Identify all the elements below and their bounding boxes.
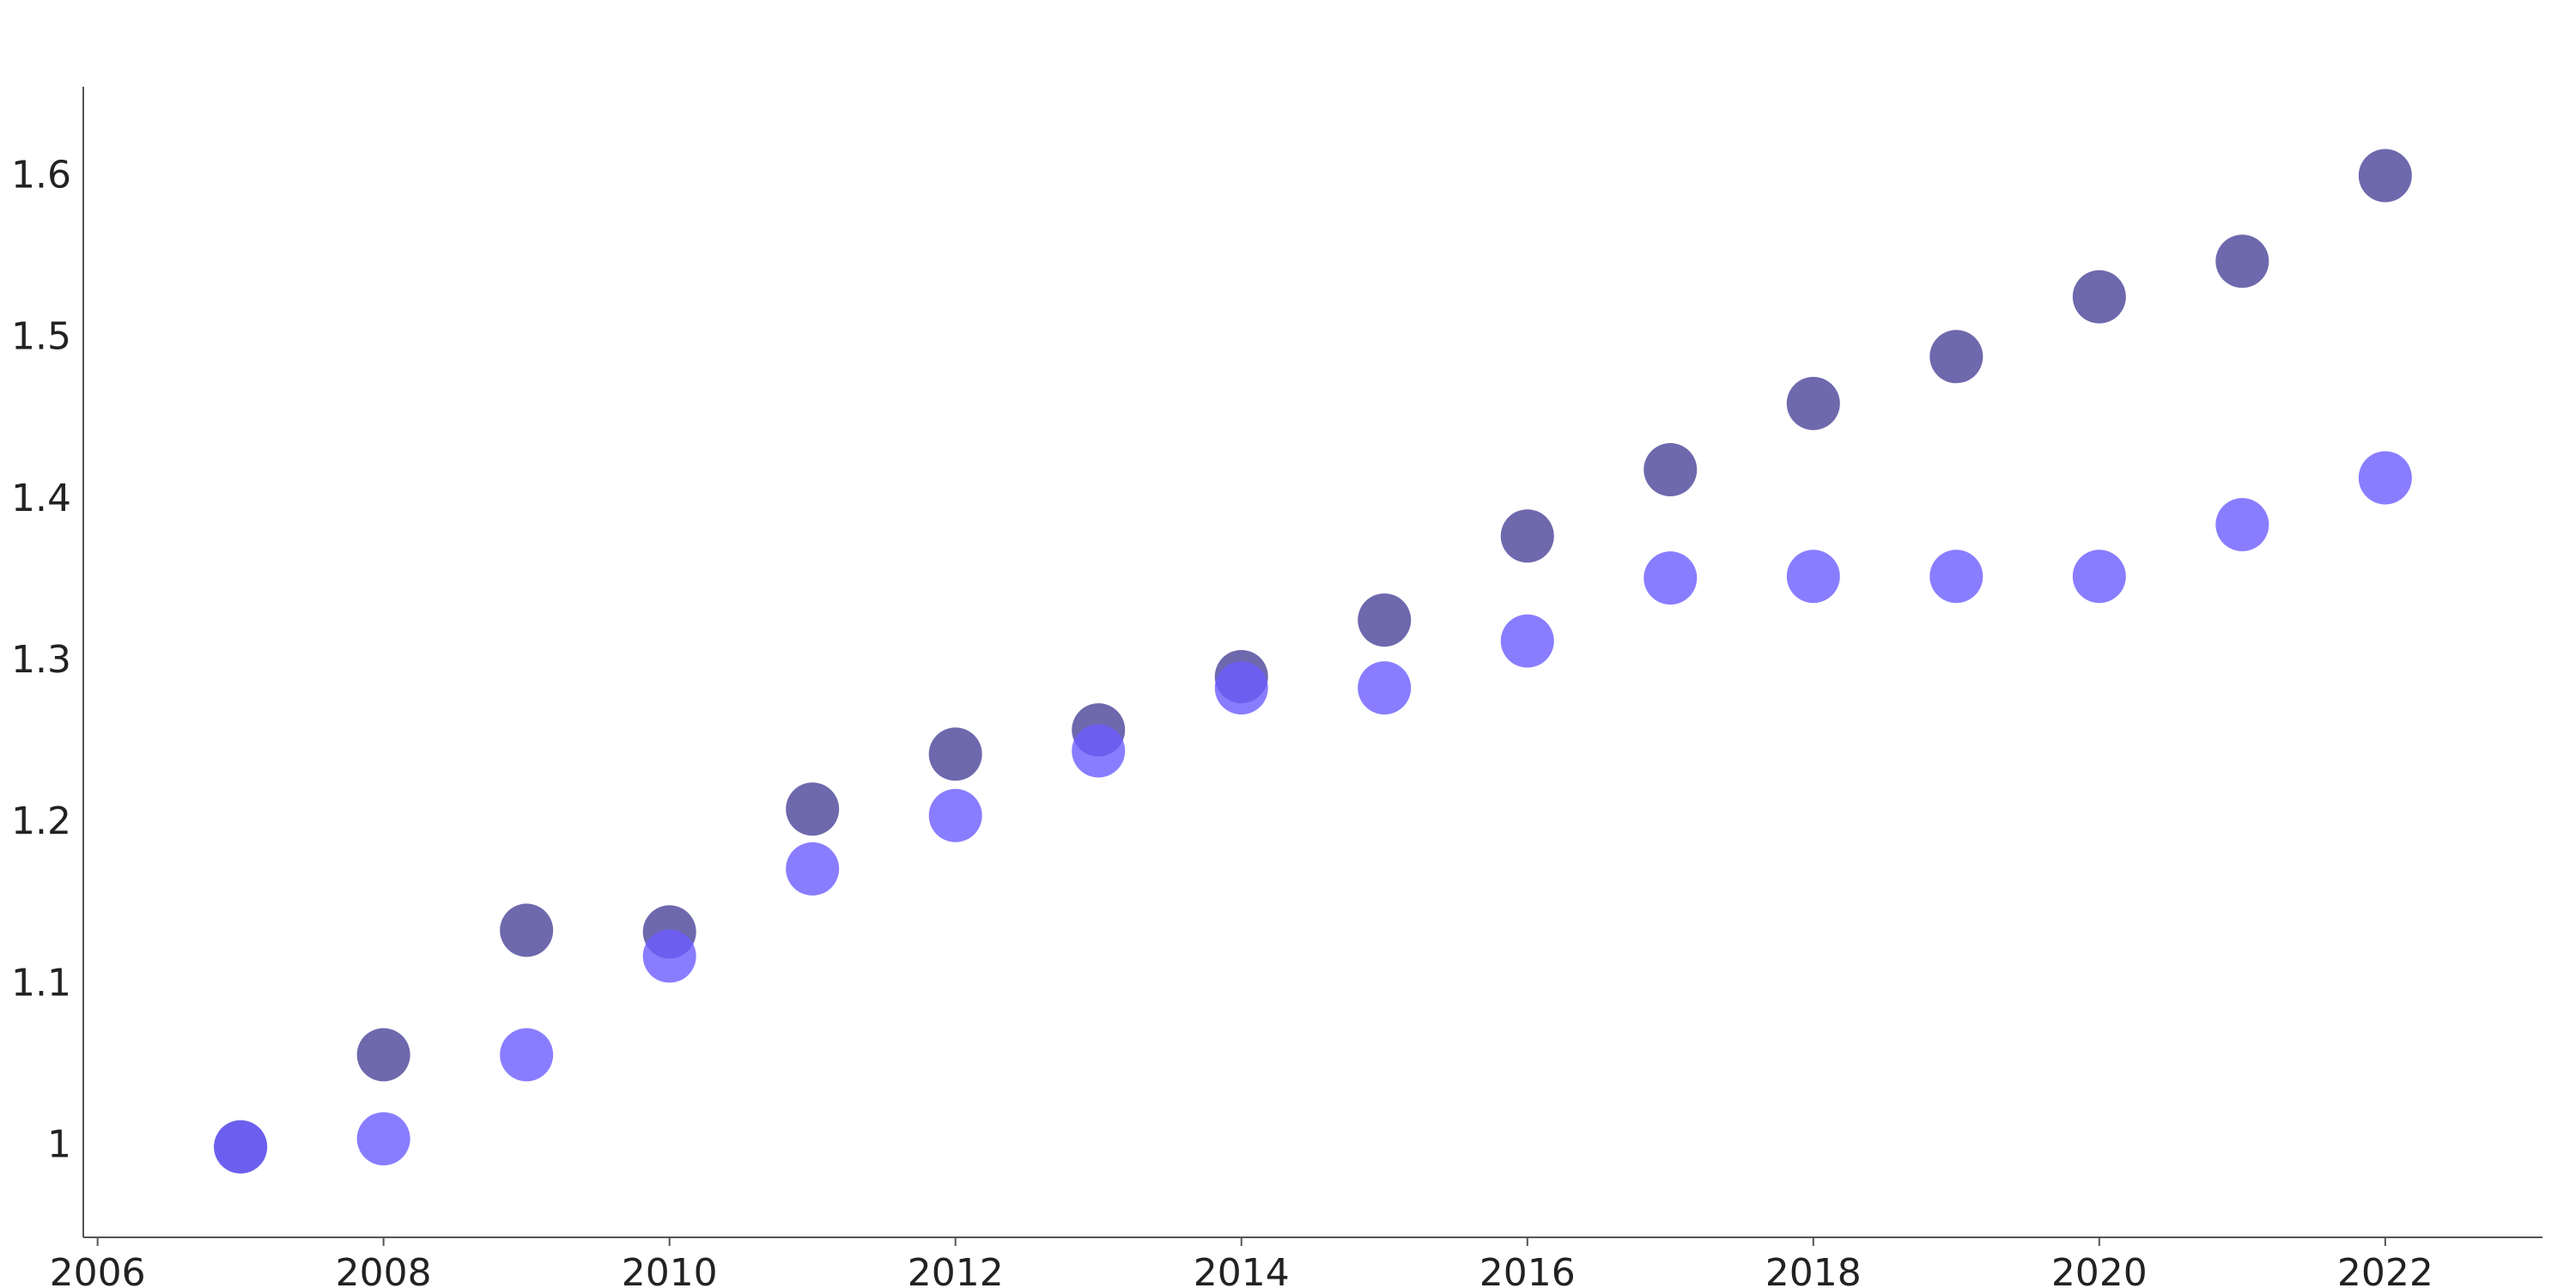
x-tick-label: 2006	[50, 1251, 146, 1288]
x-tick-label: 2022	[2337, 1251, 2433, 1288]
point	[1358, 593, 1412, 647]
point	[214, 1120, 268, 1174]
point	[500, 1028, 554, 1082]
point	[1929, 330, 1984, 384]
x-tick-label: 2014	[1194, 1251, 1290, 1288]
point	[786, 841, 840, 896]
x-tick-label: 2018	[1765, 1251, 1862, 1288]
point	[2215, 498, 2269, 552]
point	[500, 903, 554, 957]
point	[1643, 551, 1698, 605]
x-tick-label: 2010	[622, 1251, 718, 1288]
point	[2072, 270, 2126, 324]
point	[356, 1112, 410, 1166]
point	[356, 1028, 410, 1082]
y-tick-label: 1.2	[11, 799, 71, 843]
point	[1214, 661, 1268, 715]
x-tick-label: 2012	[908, 1251, 1004, 1288]
y-tick-label: 1.3	[11, 638, 71, 682]
point	[928, 788, 982, 842]
point	[786, 782, 840, 836]
point	[2072, 550, 2126, 604]
x-tick-label: 2016	[1479, 1251, 1576, 1288]
point	[928, 727, 982, 781]
y-tick-label: 1.5	[11, 315, 71, 359]
point	[1358, 661, 1412, 715]
y-tick-label: 1.6	[11, 153, 71, 197]
x-tick-label: 2020	[2051, 1251, 2148, 1288]
x-tick-label: 2008	[336, 1251, 432, 1288]
point	[1500, 614, 1554, 668]
point	[1929, 550, 1984, 604]
point	[2215, 234, 2269, 289]
point	[1786, 376, 1840, 430]
point	[1786, 550, 1840, 604]
point	[642, 929, 696, 983]
point	[2358, 451, 2412, 505]
y-tick-label: 1.1	[11, 961, 71, 1005]
y-tick-label: 1.4	[11, 477, 71, 520]
point	[1072, 724, 1126, 778]
point	[1643, 443, 1698, 497]
point	[1500, 509, 1554, 563]
y-tick-label: 1	[47, 1123, 71, 1167]
point	[2358, 149, 2412, 203]
